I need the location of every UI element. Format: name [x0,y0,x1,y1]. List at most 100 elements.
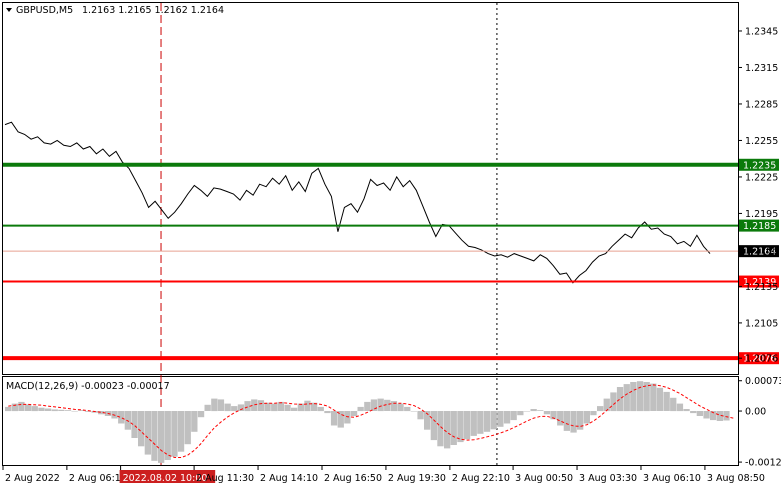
macd-bar [723,411,730,421]
macd-bar [643,382,650,412]
macd-bar [444,411,451,449]
macd-bar [703,411,710,419]
macd-bar [477,411,484,434]
price-tick-label: 1.2285 [745,99,778,110]
macd-bar [690,411,697,414]
time-tick-label: 3 Aug 08:50 [707,473,765,484]
macd-bar [563,411,570,431]
macd-bar [337,411,344,428]
macd-bar [158,411,165,463]
macd-bar [404,406,411,412]
macd-bar [264,402,271,411]
macd-bar [164,411,171,460]
macd-bar [450,411,457,445]
macd-bar [650,383,657,411]
symbol-dropdown-icon[interactable] [6,8,12,12]
level-badge [739,352,779,365]
macd-bar [184,411,191,445]
time-tick-label: 2 Aug 16:50 [324,473,382,484]
macd-bar [530,409,537,412]
macd-bar [663,391,670,411]
current-price-label: 1.2164 [743,247,776,258]
price-tick-label: 1.2165 [745,245,778,256]
macd-bar [144,411,151,455]
level-badge [739,275,779,288]
price-tick-label: 1.2315 [745,63,778,74]
macd-bar [44,408,52,411]
macd-bar [377,398,384,412]
macd-bar [217,399,225,411]
macd-bar [177,411,185,452]
macd-bar [324,411,331,414]
macd-bar [330,411,338,426]
level-badge [739,219,779,232]
price-tick-label: 1.2255 [745,136,778,147]
macd-bar [138,411,145,447]
macd-bar [25,404,32,411]
macd-bar [676,403,684,412]
price-tick-label: 1.2135 [745,282,778,293]
levels-layer: 1.2235 1.2185 1.2139 1.2076 1.2164 [3,158,779,365]
macd-bar [603,398,610,412]
macd-bar [58,409,65,411]
macd-bar [424,411,431,430]
macd-bar [623,384,630,412]
macd-bar [64,410,72,411]
macd-bar [543,411,551,415]
macd-bar [357,406,364,412]
macd-bar [31,406,38,412]
macd-bar [497,411,504,427]
macd-bar [317,406,324,412]
macd-bar [84,411,92,412]
crosshair-time-badge [119,470,216,483]
macd-bar [390,401,398,412]
macd-label: MACD(12,26,9) -0.00023 -0.00017 [6,381,170,392]
macd-bar [463,411,471,440]
macd-bar [550,411,557,420]
time-tick-label: 2 Aug 06:10 [69,473,127,484]
macd-bar [517,411,524,416]
price-tick-label: 1.2105 [745,318,778,329]
macd-bar [710,411,717,421]
level-label: 1.2235 [743,160,776,171]
macd-bar [11,403,18,412]
time-tick-label: 3 Aug 03:30 [579,473,637,484]
macd-bar [98,411,105,415]
macd-bar [616,387,624,412]
time-tick-label: 2 Aug 14:10 [260,473,318,484]
macd-tick-label: 0.00 [745,407,766,418]
macd-bar [304,400,311,412]
macd-bar [224,403,231,412]
macd-bar [284,404,291,411]
macd-bar [483,411,491,432]
macd-bar [5,406,12,412]
macd-bar [251,399,258,411]
chart-symbol: GBPUSD,M5 [16,5,73,16]
level-label: 1.2139 [743,277,776,288]
macd-bar [557,411,564,426]
macd-bar [297,403,304,412]
macd-pane-frame [2,376,739,466]
price-axis: 1.23451.23151.22851.22551.22251.21951.21… [738,26,778,365]
macd-bar [350,411,358,416]
time-tick-label: 2 Aug 11:30 [196,473,254,484]
time-tick-label: 2 Aug 2022 [5,473,60,484]
vertical-markers [160,3,498,465]
macd-bar [197,411,205,418]
macd-bar [670,397,677,412]
time-tick-label: 2022.08.02 10:00 [123,473,208,484]
price-line [4,121,711,284]
macd-bar [204,404,211,411]
macd-bar [716,411,723,421]
time-tick-label: 2 Aug 19:30 [388,473,446,484]
level-label: 1.2076 [743,354,776,365]
current-price-badge [739,245,779,258]
macd-bar [364,401,371,411]
macd-bar [510,411,517,421]
macd-bar [384,399,391,411]
price-tick-label: 1.2225 [745,172,778,183]
macd-bar [191,411,198,432]
macd-bar [590,411,597,416]
